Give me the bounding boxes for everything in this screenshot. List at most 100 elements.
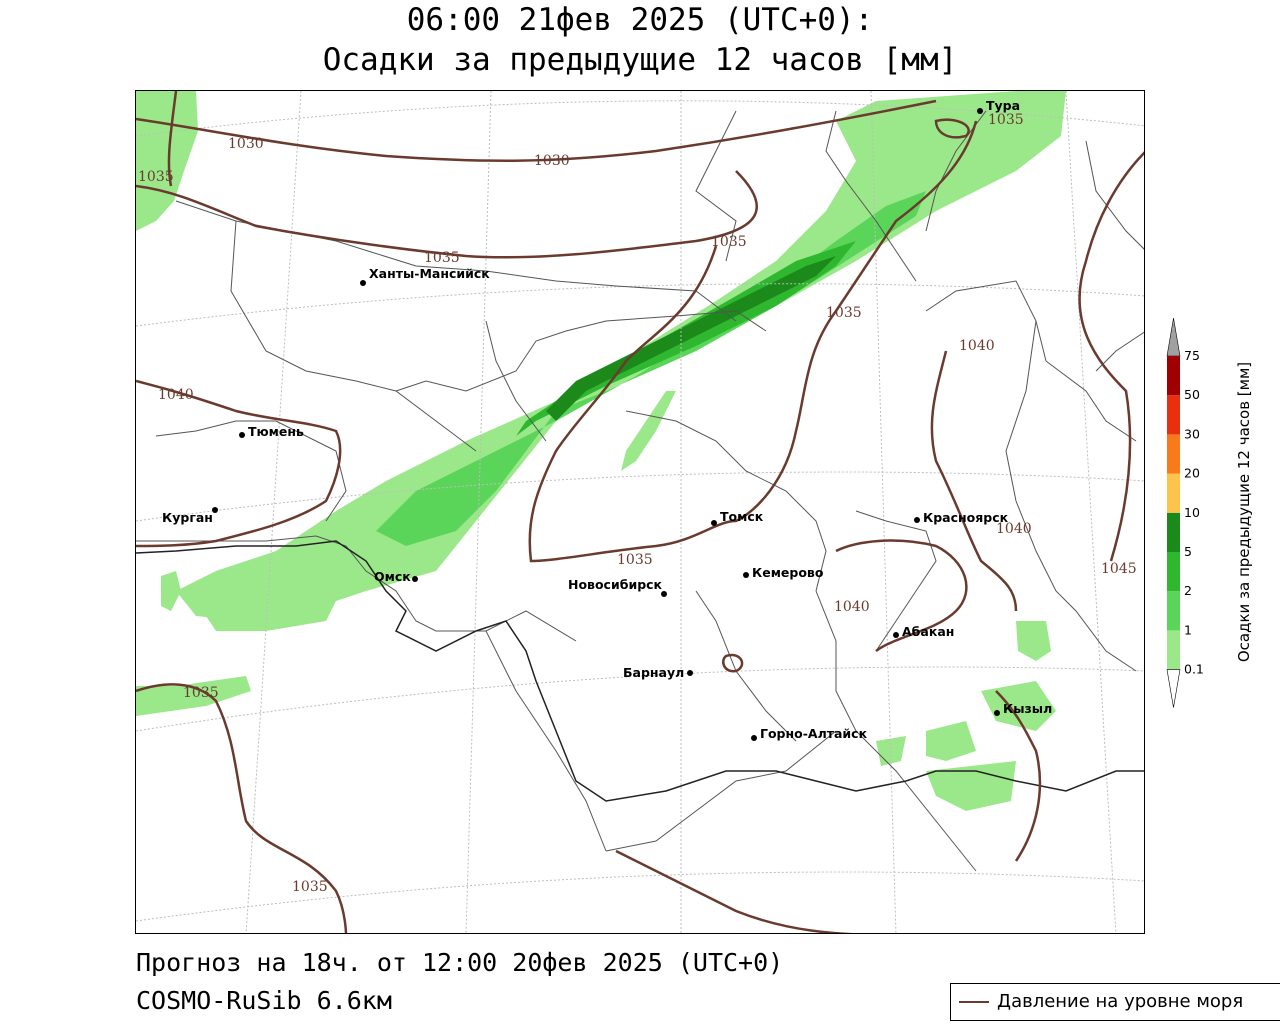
colorbar-under-arrow: [1166, 669, 1181, 708]
colorbar-box: [1167, 395, 1180, 435]
colorbar-tick-label: 5: [1184, 544, 1192, 559]
precip-patch-e3: [926, 721, 976, 761]
city-label: Курган: [162, 510, 213, 525]
city-kemerovo: Кемерово: [743, 565, 824, 580]
city-krasnoyarsk: Красноярск: [914, 510, 1009, 525]
forecast-info: Прогноз на 18ч. от 12:00 20фев 2025 (UTC…: [136, 948, 784, 977]
precipitation-colorbar: 0.1 1 2 5 10 20 30 50 75: [1166, 317, 1204, 708]
precip-band-outer: [176, 91, 1066, 621]
city-label: Томск: [720, 509, 764, 524]
precipitation-areas: [136, 91, 1066, 811]
precip-patch-w3: [206, 601, 336, 631]
isobar-1035-nw: [136, 170, 758, 259]
colorbar-tick-label: 20: [1184, 466, 1200, 481]
colorbar-box: [1167, 356, 1180, 396]
colorbar-tick-label: 50: [1184, 387, 1200, 402]
pressure-legend-line: [959, 1001, 989, 1003]
pressure-legend: Давление на уровне моря: [950, 983, 1280, 1021]
city-kurgan: Курган: [162, 507, 218, 525]
city-tura: Тура: [977, 98, 1020, 114]
isobar-1035-central: [528, 120, 978, 563]
country-border: [136, 540, 1144, 802]
city-label: Тюмень: [248, 424, 304, 439]
isobar-label: 1040: [996, 521, 1032, 537]
colorbar-box: [1167, 552, 1180, 592]
isobar-label: 1035: [711, 234, 747, 250]
city-barnaul: Барнаул: [623, 665, 693, 680]
colorbar-title: Осадки за предыдущие 12 часов [мм]: [1235, 361, 1253, 663]
isobar-label: 1040: [158, 387, 194, 403]
precipitation-map: 1030 1030 1035 1035 1035 1035 1035 1040 …: [136, 91, 1144, 933]
isobar-label: 1035: [292, 879, 328, 895]
city-tomsk: Томск: [711, 509, 764, 526]
city-label: Красноярск: [923, 510, 1009, 525]
model-name: COSMO-RuSib 6.6км: [136, 986, 392, 1015]
colorbar-box: [1167, 630, 1180, 670]
colorbar-boxes: [1166, 317, 1181, 708]
map-title-line2: Осадки за предыдущие 12 часов [мм]: [322, 42, 958, 78]
map-frame: 1030 1030 1035 1035 1035 1035 1035 1040 …: [135, 90, 1145, 934]
city-label: Кемерово: [752, 565, 824, 580]
isobar-1045-east: [1078, 151, 1144, 562]
precip-patch-e1: [1016, 621, 1051, 661]
city-kyzyl: Кызыл: [994, 701, 1052, 716]
city-novosibirsk: Новосибирск: [568, 577, 667, 597]
city-label: Барнаул: [623, 665, 684, 680]
city-label: Омск: [374, 569, 411, 584]
isobar-label: 1035: [183, 685, 219, 701]
isobar-label: 1035: [424, 250, 460, 266]
colorbar-tick-label: 0.1: [1184, 662, 1204, 677]
city-tyumen: Тюмень: [239, 424, 304, 439]
colorbar-box: [1167, 591, 1180, 631]
isobar-label: 1030: [228, 136, 264, 152]
isobar-1040-west: [136, 379, 342, 548]
colorbar-ticks: 0.1 1 2 5 10 20 30 50 75: [1184, 348, 1204, 677]
precip-band-5mm: [546, 256, 836, 421]
isobar-label: 1035: [826, 305, 862, 321]
map-title-line1: 06:00 21фев 2025 (UTC+0):: [406, 2, 874, 38]
isobar-label: 1035: [617, 552, 653, 568]
city-label: Кызыл: [1003, 701, 1052, 716]
isobars: [136, 91, 1144, 933]
city-label: Абакан: [902, 624, 954, 639]
isobar-label: 1035: [138, 169, 174, 185]
isobar-1030-north: [136, 99, 937, 162]
colorbar-tick-label: 10: [1184, 505, 1200, 520]
city-abakan: Абакан: [893, 624, 954, 639]
isobar-label: 1045: [1101, 561, 1137, 577]
precip-area-nw: [136, 91, 198, 231]
colorbar-tick-label: 75: [1184, 348, 1200, 363]
pressure-legend-label: Давление на уровне моря: [997, 991, 1244, 1012]
isobar-label: 1030: [534, 153, 570, 169]
city-khanty-mansiysk: Ханты-Мансийск: [360, 266, 490, 286]
city-gorno-altaysk: Горно-Алтайск: [751, 726, 868, 741]
city-label: Новосибирск: [568, 577, 663, 592]
precip-patch-e4: [926, 761, 1016, 811]
colorbar-box: [1167, 434, 1180, 474]
colorbar-tick-label: 2: [1184, 583, 1192, 598]
city-label: Ханты-Мансийск: [369, 266, 490, 281]
isobar-label: 1040: [834, 599, 870, 615]
city-label: Горно-Алтайск: [760, 726, 868, 741]
colorbar-box: [1167, 473, 1180, 513]
isobar-label: 1035: [988, 112, 1024, 128]
isobar-1035-west-curve: [167, 91, 178, 187]
isobar-loop-2: [722, 653, 744, 673]
colorbar-tick-label: 30: [1184, 426, 1200, 441]
colorbar-over-arrow: [1166, 317, 1181, 357]
isobar-1040-southeast: [995, 690, 1042, 862]
region-borders: [136, 110, 1144, 872]
isobar-1040-south: [835, 539, 968, 653]
isobar-1035-southwest: [136, 683, 348, 933]
isobar-label: 1040: [959, 338, 995, 354]
colorbar-tick-label: 1: [1184, 622, 1192, 637]
city-omsk: Омск: [374, 569, 418, 584]
city-label: Тура: [986, 98, 1020, 113]
precip-band-1mm: [376, 191, 926, 546]
cities: Тура Ханты-Мансийск Тюмень Курган Омск Т…: [162, 98, 1052, 741]
isobar-1035-south: [615, 849, 853, 933]
isobar-1040-east: [930, 350, 1018, 612]
colorbar-box: [1167, 512, 1180, 552]
isobar-loop-1: [934, 118, 970, 139]
precip-spur: [621, 391, 676, 471]
